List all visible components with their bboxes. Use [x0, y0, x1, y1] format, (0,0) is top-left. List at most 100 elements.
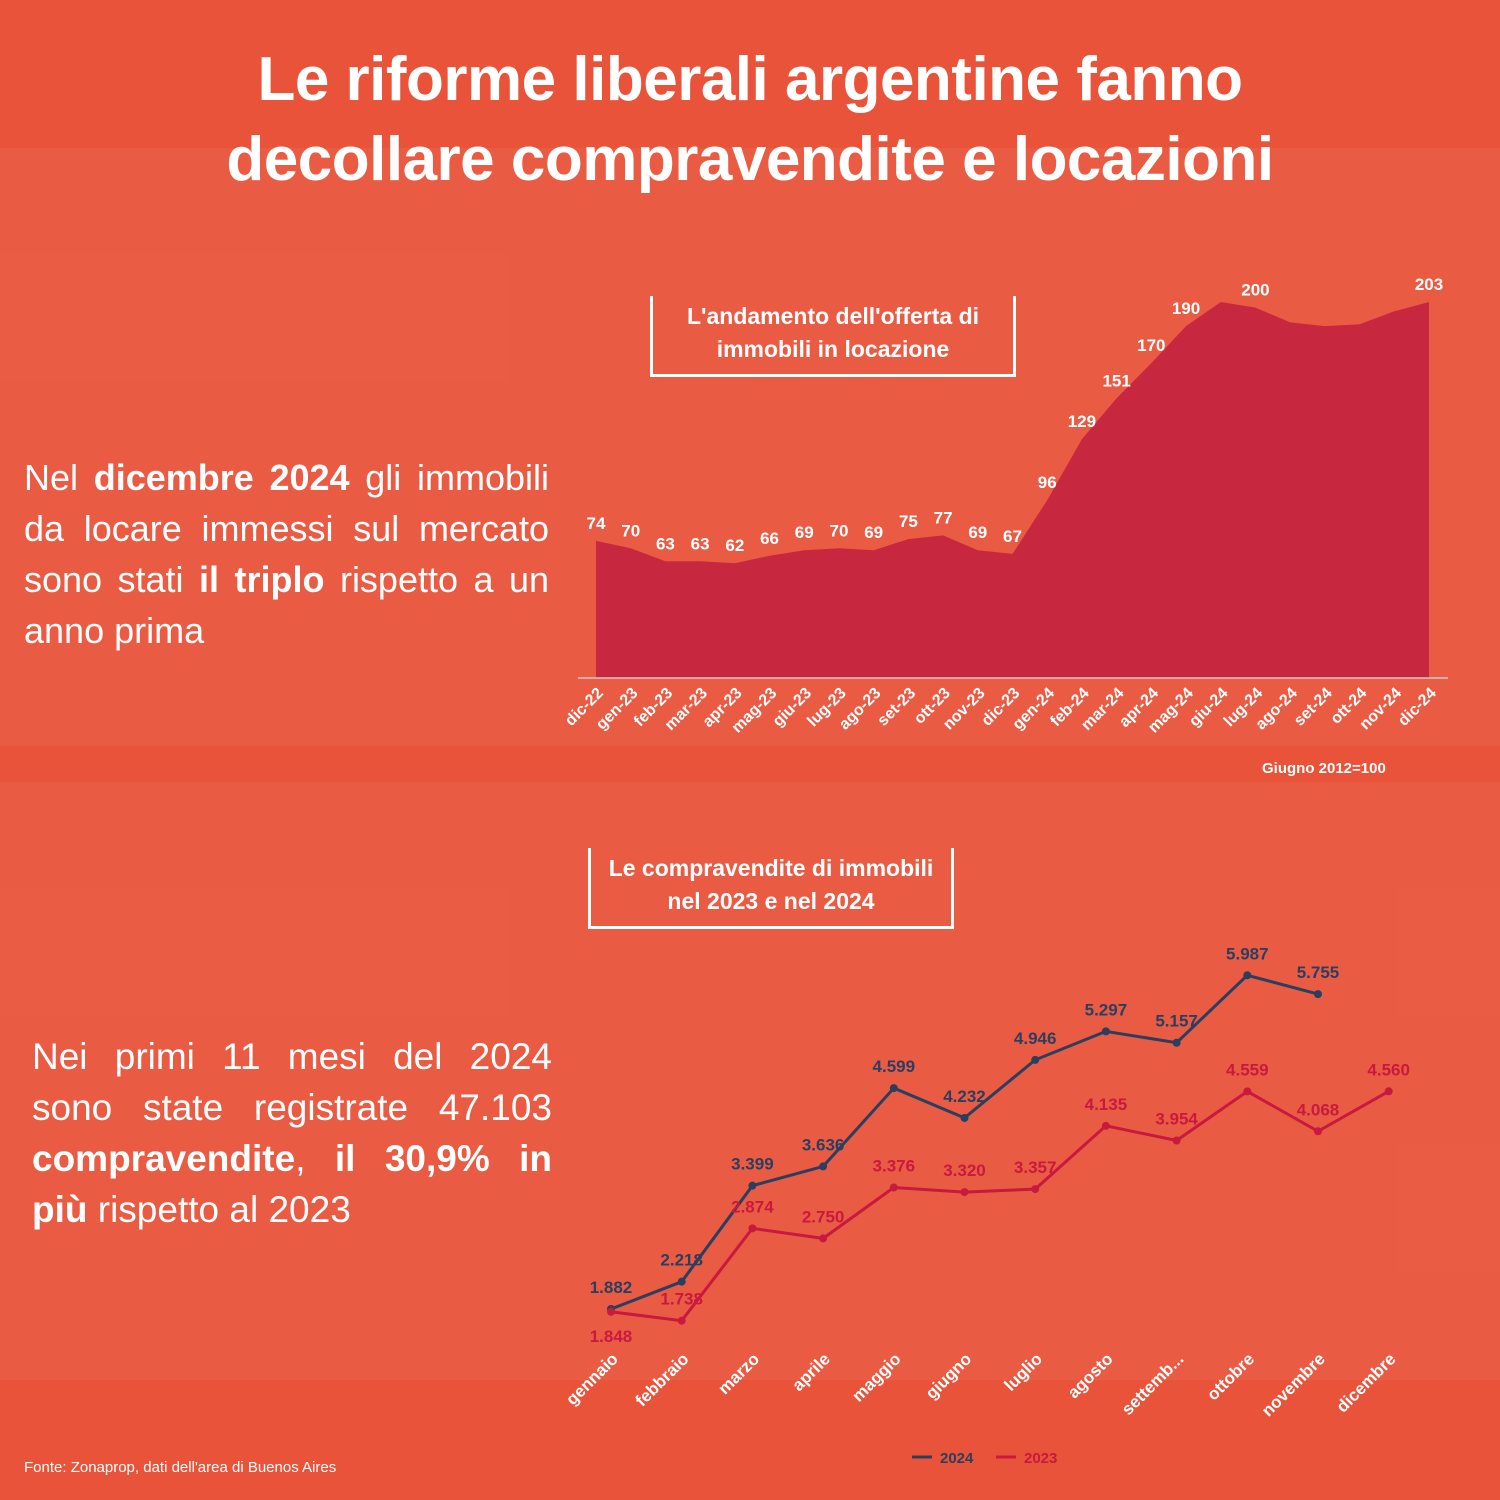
highlight-text: dicembre 2024 — [93, 457, 350, 498]
series-line-2023 — [610, 1089, 1390, 1323]
highlight-text: il triplo — [199, 559, 325, 600]
data-label-2023: 4.559 — [1226, 1060, 1269, 1079]
title-line-2: decollare compravendite e locazioni — [226, 125, 1274, 194]
data-label: 69 — [864, 523, 883, 542]
text-fragment: rispetto al 2023 — [87, 1189, 351, 1230]
highlight-text: il 30,9% in più — [32, 1138, 552, 1230]
data-label: 75 — [899, 512, 918, 531]
data-label: 63 — [691, 534, 710, 553]
data-point-2023 — [748, 1224, 757, 1233]
x-tick-label: ottobre — [1203, 1349, 1258, 1404]
data-label-2024: 3.636 — [802, 1135, 845, 1154]
data-point-2023 — [1172, 1136, 1181, 1145]
x-tick-label: agosto — [1064, 1349, 1117, 1402]
x-tick-label: novembre — [1258, 1349, 1329, 1420]
data-point-2024 — [819, 1162, 828, 1171]
index-base-note: Giugno 2012=100 — [1262, 760, 1386, 777]
x-tick-label: luglio — [1001, 1349, 1046, 1394]
area-series — [596, 302, 1429, 678]
x-tick-label: dicembre — [1333, 1349, 1400, 1416]
rental-summary-text: Nel dicembre 2024 gli immobili da locare… — [24, 452, 549, 656]
data-label-2024: 2.218 — [660, 1251, 703, 1270]
data-point-2023 — [1243, 1087, 1252, 1096]
data-point-2024 — [1031, 1055, 1040, 1064]
background-shape — [0, 782, 1500, 1380]
data-label-2023: 4.135 — [1085, 1095, 1128, 1114]
text-fragment: Nel — [24, 457, 94, 498]
data-label: 67 — [1003, 527, 1022, 546]
data-point-2023 — [960, 1188, 969, 1197]
x-tick-label: marzo — [714, 1349, 763, 1398]
data-label-2023: 3.320 — [943, 1161, 986, 1180]
data-label-2023: 3.376 — [873, 1157, 916, 1176]
data-point-2023 — [1384, 1087, 1393, 1096]
data-label: 62 — [725, 536, 744, 555]
data-point-2024 — [748, 1181, 757, 1190]
data-label: 74 — [587, 514, 606, 533]
sales-chart-title: Le compravendite di immobili nel 2023 e … — [588, 848, 954, 929]
data-label-2023: 4.560 — [1367, 1060, 1410, 1079]
data-label-2024: 5.157 — [1155, 1012, 1198, 1031]
data-point-2024 — [889, 1084, 898, 1093]
highlight-text: compravendite — [32, 1138, 296, 1179]
text-fragment: , — [295, 1138, 335, 1179]
data-label-2024: 5.297 — [1085, 1000, 1128, 1019]
data-label-2024: 3.399 — [731, 1155, 774, 1174]
data-point-2023 — [889, 1183, 898, 1192]
data-label-2024: 4.599 — [873, 1057, 916, 1076]
data-label: 190 — [1172, 299, 1200, 318]
data-point-2023 — [677, 1316, 686, 1325]
data-label-2024: 4.946 — [1014, 1029, 1057, 1048]
data-label: 63 — [656, 534, 675, 553]
x-tick-label: febbraio — [632, 1349, 693, 1410]
data-label-2024: 5.755 — [1297, 963, 1340, 982]
data-label-2023: 1.848 — [590, 1327, 633, 1346]
text-fragment: rispetto a un anno prima — [24, 559, 550, 651]
page-title: Le riforme liberali argentine fanno deco… — [40, 40, 1460, 200]
data-point-2023 — [819, 1234, 828, 1243]
data-label: 70 — [621, 521, 640, 540]
legend-label-2024: 2024 — [940, 1450, 974, 1467]
legend-label-2023: 2023 — [1024, 1450, 1057, 1467]
title-line-1: Le riforme liberali argentine fanno — [257, 45, 1243, 114]
data-point-2023 — [607, 1307, 615, 1316]
data-label-2023: 4.068 — [1297, 1100, 1340, 1119]
data-point-2024 — [677, 1277, 686, 1286]
x-tick-label: giugno — [922, 1349, 975, 1402]
data-point-2024 — [960, 1113, 969, 1122]
data-point-2024 — [1172, 1038, 1181, 1047]
data-label: 69 — [968, 523, 987, 542]
series-line-2024 — [610, 973, 1319, 1311]
data-label: 77 — [934, 508, 953, 527]
data-label: 66 — [760, 529, 779, 548]
data-label: 170 — [1137, 336, 1165, 355]
data-label-2023: 3.954 — [1155, 1110, 1198, 1129]
data-label: 129 — [1068, 412, 1096, 431]
x-tick-label: aprile — [788, 1349, 834, 1395]
data-label-2024: 1.882 — [590, 1278, 633, 1297]
x-tick-label: settemb... — [1118, 1349, 1188, 1419]
data-label: 200 — [1241, 281, 1269, 300]
data-label: 203 — [1415, 275, 1443, 294]
data-point-2024 — [1243, 971, 1252, 980]
data-label: 96 — [1038, 473, 1057, 492]
x-tick-label: gennaio — [562, 1349, 622, 1409]
data-point-2023 — [1314, 1127, 1322, 1136]
data-label: 69 — [795, 523, 814, 542]
rental-chart-title: L'andamento dell'offerta di immobili in … — [650, 296, 1016, 377]
data-label-2023: 2.874 — [731, 1197, 774, 1216]
data-point-2023 — [1031, 1185, 1040, 1194]
text-fragment: gli immobili da locare immessi sul merca… — [24, 457, 549, 600]
sales-summary-text: Nei primi 11 mesi del 2024 sono state re… — [32, 1031, 552, 1235]
data-point-2024 — [1314, 990, 1322, 999]
data-label: 151 — [1102, 371, 1130, 390]
source-note: Fonte: Zonaprop, dati dell'area di Bueno… — [24, 1459, 337, 1476]
data-label-2024: 4.232 — [943, 1087, 986, 1106]
text-fragment: Nei primi 11 mesi del 2024 sono state re… — [32, 1036, 552, 1128]
data-label-2024: 5.987 — [1226, 944, 1269, 963]
data-label-2023: 1.738 — [660, 1290, 703, 1309]
data-point-2023 — [1101, 1121, 1110, 1130]
data-point-2024 — [1101, 1027, 1110, 1036]
